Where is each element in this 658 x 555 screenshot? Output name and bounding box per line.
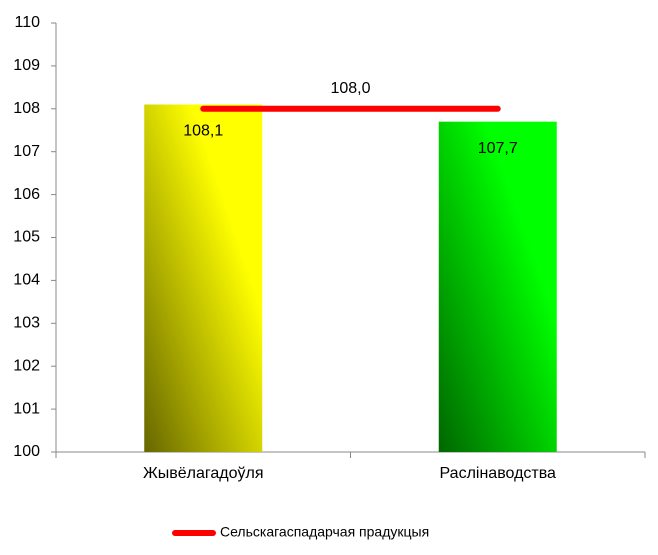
y-tick-label: 108 <box>13 100 40 117</box>
y-tick-label: 109 <box>13 57 40 74</box>
y-tick-label: 107 <box>13 143 40 160</box>
y-tick-label: 104 <box>13 272 40 289</box>
x-tick-label: Раслінаводства <box>440 465 557 482</box>
bar <box>438 121 557 453</box>
value-label: 107,7 <box>478 140 518 157</box>
value-label: 108,1 <box>183 123 223 140</box>
y-tick-label: 103 <box>13 315 40 332</box>
y-tick-label: 105 <box>13 229 40 246</box>
line-value-label: 108,0 <box>330 80 370 97</box>
y-tick-label: 110 <box>14 14 40 31</box>
y-tick-label: 102 <box>13 357 40 374</box>
legend-label: Сельскагаспадарчая прадукцыя <box>220 524 429 540</box>
y-tick-label: 106 <box>13 186 40 203</box>
bar <box>144 104 263 452</box>
x-tick-label: Жывёлагадоўля <box>143 465 264 482</box>
y-tick-label: 100 <box>13 443 40 460</box>
y-tick-label: 101 <box>13 400 40 417</box>
